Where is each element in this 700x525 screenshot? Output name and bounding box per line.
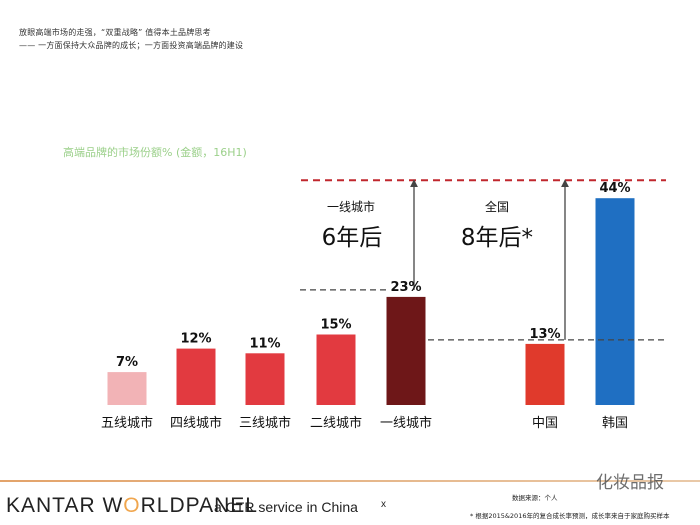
bar-5 [525, 343, 565, 405]
page-subtitle: —— 一方面保持大众品牌的成长；一方面投资高端品牌的建设 [19, 41, 244, 50]
footer-divider [0, 480, 700, 482]
category-label-0: 五线城市 [101, 415, 153, 431]
bar-0 [107, 372, 147, 405]
annotation-tier1-years: 6年后 [322, 225, 383, 251]
footer-tagline: a CTR service in China [214, 499, 358, 515]
kantar-worldpanel-logo: KANTAR WORLDPANEL [6, 494, 258, 518]
page-title: 放眼高端市场的走强，“双重战略” 值得本土品牌思考 [19, 28, 211, 37]
brand-globe-letter: O [123, 494, 141, 517]
bar-6 [595, 198, 635, 405]
footnote: * 根据2015&2016年的复合成长率预测，成长率来自于家庭购买样本 [470, 512, 670, 520]
watermark: 化妆品报 [596, 473, 664, 493]
bar-2 [245, 353, 285, 405]
category-label-2: 三线城市 [239, 415, 291, 431]
value-label-0: 7% [116, 355, 138, 370]
value-label-3: 15% [320, 318, 351, 333]
chart-title: 高端品牌的市场份额% (金额，16H1) [63, 146, 247, 159]
annotation-china-years: 8年后* [461, 225, 533, 251]
category-label-1: 四线城市 [170, 415, 222, 431]
category-label-6: 韩国 [602, 416, 628, 431]
brand-text-left: KANTAR W [6, 494, 124, 517]
bar-chart: 7% 五线城市 12% 四线城市 11% 三线城市 15% 二线城市 23% 一线城市 13% 中国 4… [101, 179, 668, 431]
value-label-5: 13% [529, 327, 560, 342]
value-label-2: 11% [249, 336, 280, 351]
value-label-6: 44% [599, 181, 630, 196]
data-source: 数据来源：个人 [512, 494, 558, 502]
bar-3 [316, 334, 356, 405]
category-label-3: 二线城市 [310, 415, 362, 431]
brand-text-right: RLDPANEL [140, 494, 258, 517]
annotation-china-region: 全国 [485, 199, 509, 214]
bar-1 [176, 348, 216, 405]
bar-4 [386, 296, 426, 405]
category-label-4: 一线城市 [380, 415, 432, 431]
value-label-4: 23% [390, 280, 421, 295]
category-label-5: 中国 [532, 416, 558, 431]
footer-mark: x [381, 499, 386, 510]
annotation-tier1-region: 一线城市 [327, 199, 375, 214]
value-label-1: 12% [180, 332, 211, 347]
